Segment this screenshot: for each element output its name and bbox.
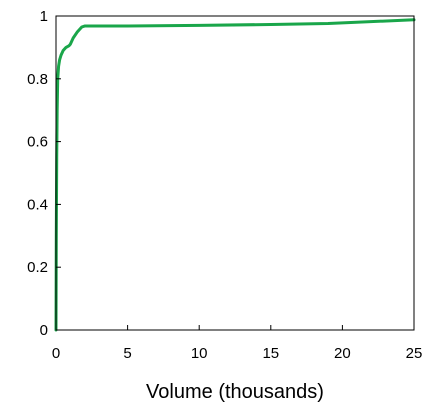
x-tick-label: 15 (262, 345, 279, 362)
y-tick-label: 0.6 (27, 134, 48, 151)
x-tick-label: 20 (334, 345, 351, 362)
series-line (54, 18, 416, 332)
x-tick-label: 0 (52, 345, 60, 362)
x-axis-title: Volume (thousands) (146, 381, 324, 403)
x-tick-label: 10 (191, 345, 208, 362)
y-tick-label: 0 (40, 322, 48, 339)
y-tick-label: 0.2 (27, 259, 48, 276)
y-tick-label: 0.8 (27, 71, 48, 88)
plot-frame (55, 15, 415, 331)
y-tick-label: 1 (40, 8, 48, 25)
y-tick-label: 0.4 (27, 196, 48, 213)
x-tick-label: 5 (123, 345, 131, 362)
x-tick-label: 25 (406, 345, 423, 362)
